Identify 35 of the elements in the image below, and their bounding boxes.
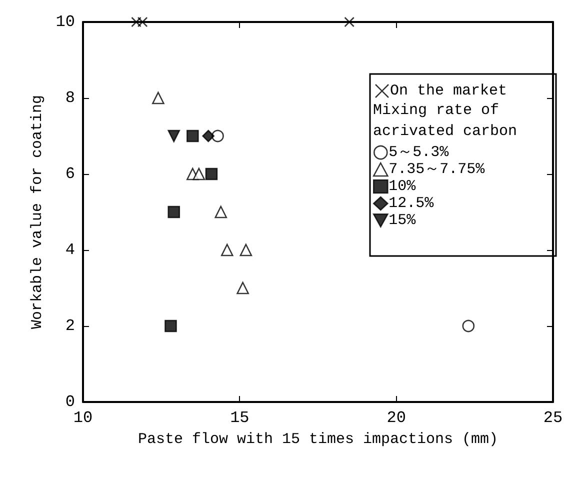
point [462,320,475,332]
point [164,320,177,332]
legend-label: On the market [390,82,508,100]
point [212,130,224,142]
point [152,92,164,104]
point [202,130,214,142]
y-tick-label: 4 [65,241,75,259]
point [214,206,228,218]
legend-label: 5～5.3% [388,144,450,161]
legend-label: 12.5% [388,195,435,212]
point [205,168,218,180]
y-axis-title: Workable value for coating [28,94,46,330]
point [192,168,206,180]
y-tick-label: 8 [65,89,75,107]
x-axis-title: Paste flow with 15 times impactions (mm) [138,431,498,448]
y-tick-label: 2 [65,317,75,335]
x-tick-label: 25 [543,409,563,427]
point [344,16,354,28]
y-tick-label: 0 [65,393,75,411]
point [236,282,249,294]
x-tick-label: 15 [230,409,250,427]
legend-label: 15% [388,212,417,229]
point [168,206,180,218]
y-tick-label: 6 [65,165,75,183]
legend-label: 10% [388,178,417,195]
legend-title: Mixing rate of acrivated carbon [373,102,518,140]
legend-label: 7.35～7.75% [388,161,486,178]
x-tick-label: 20 [386,409,406,427]
y-tick-label: 10 [56,13,75,31]
point [240,244,252,256]
point [220,244,234,256]
point [186,130,199,142]
point [137,16,148,28]
point [131,16,142,28]
point [168,130,180,142]
